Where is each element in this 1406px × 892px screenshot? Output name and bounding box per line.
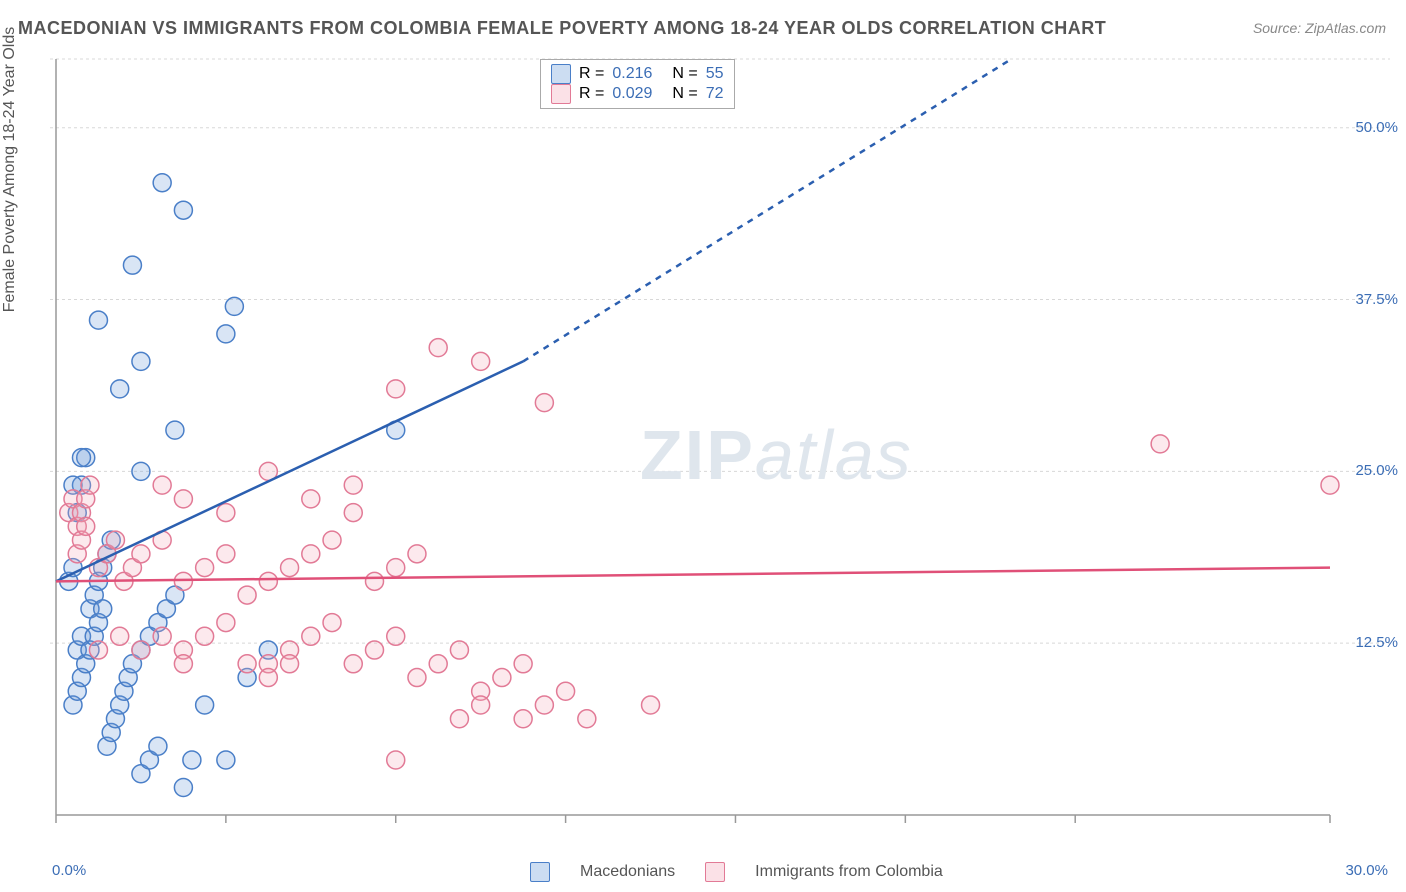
y-tick-label: 50.0% xyxy=(1355,119,1398,136)
legend-label-series1: Macedonians xyxy=(580,863,675,881)
source-attribution: Source: ZipAtlas.com xyxy=(1253,20,1386,36)
series-legend: Macedonians Immigrants from Colombia xyxy=(530,862,943,882)
r-value-1: 0.216 xyxy=(612,65,652,83)
n-label-1: N = xyxy=(672,65,697,83)
x-axis-max-label: 30.0% xyxy=(1345,862,1388,879)
n-label-2: N = xyxy=(672,85,697,103)
r-label-2: R = xyxy=(579,85,604,103)
swatch-series1 xyxy=(551,64,571,84)
legend-row-series1: R = 0.216 N = 55 xyxy=(551,64,724,84)
plot-area: ZIPatlas R = 0.216 N = 55 R = 0.029 N = … xyxy=(50,55,1390,835)
x-axis-min-label: 0.0% xyxy=(52,862,86,879)
n-value-2: 72 xyxy=(706,85,724,103)
y-tick-label: 12.5% xyxy=(1355,634,1398,651)
r-label-1: R = xyxy=(579,65,604,83)
y-tick-label: 37.5% xyxy=(1355,291,1398,308)
y-tick-label: 25.0% xyxy=(1355,462,1398,479)
n-value-1: 55 xyxy=(706,65,724,83)
legend-label-series2: Immigrants from Colombia xyxy=(755,863,943,881)
r-value-2: 0.029 xyxy=(612,85,652,103)
swatch-bottom-series1 xyxy=(530,862,550,882)
legend-row-series2: R = 0.029 N = 72 xyxy=(551,84,724,104)
correlation-legend: R = 0.216 N = 55 R = 0.029 N = 72 xyxy=(540,59,735,109)
swatch-bottom-series2 xyxy=(705,862,725,882)
chart-title: MACEDONIAN VS IMMIGRANTS FROM COLOMBIA F… xyxy=(18,18,1106,39)
y-axis-label: Female Poverty Among 18-24 Year Olds xyxy=(1,27,19,313)
scatter-chart-svg xyxy=(50,55,1390,835)
swatch-series2 xyxy=(551,84,571,104)
